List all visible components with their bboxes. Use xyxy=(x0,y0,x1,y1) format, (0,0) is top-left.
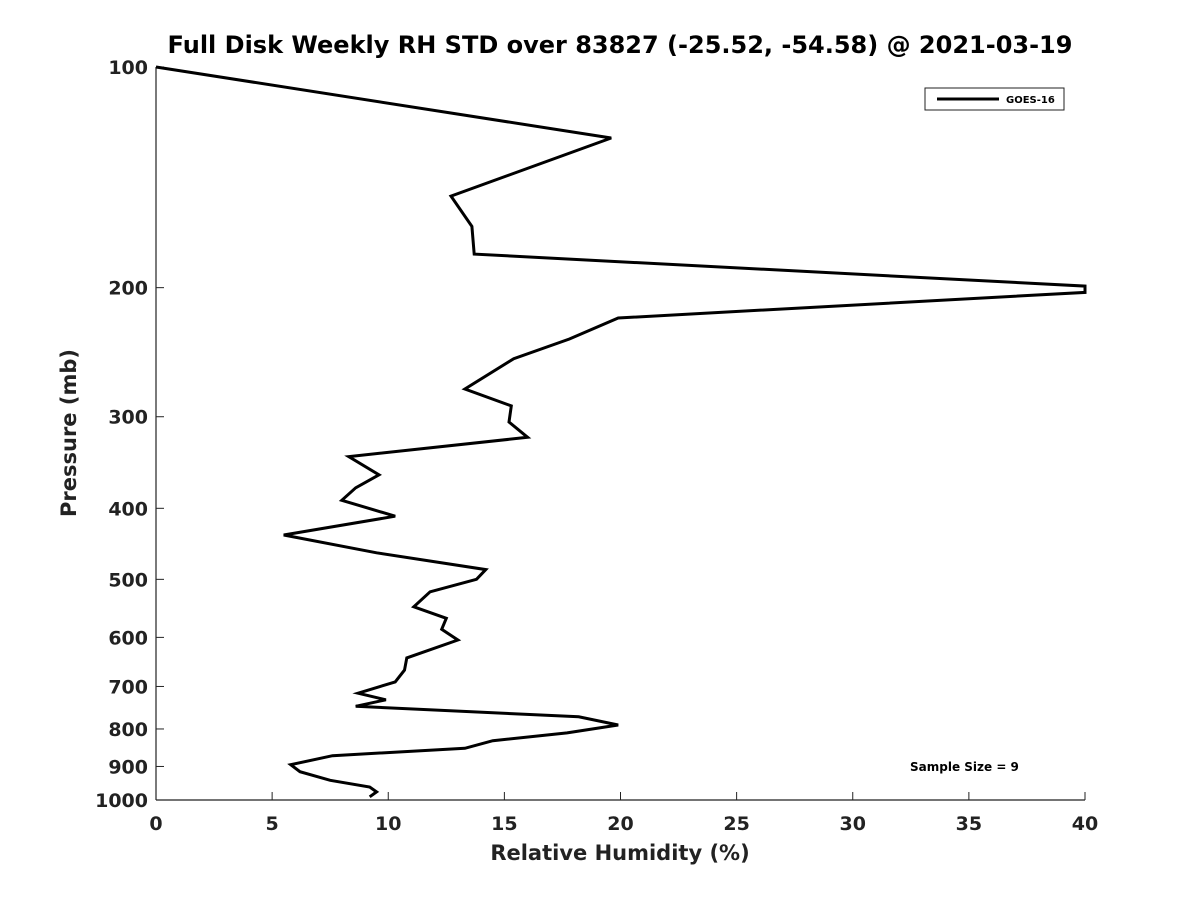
x-tick-label: 15 xyxy=(491,813,517,835)
y-tick-label: 100 xyxy=(108,57,148,79)
x-axis-label: Relative Humidity (%) xyxy=(490,841,749,865)
x-tick-label: 5 xyxy=(266,813,279,835)
y-tick-label: 800 xyxy=(108,719,148,741)
x-tick-label: 30 xyxy=(840,813,866,835)
x-tick-label: 40 xyxy=(1072,813,1098,835)
x-tick-label: 25 xyxy=(723,813,749,835)
sample-size-annotation: Sample Size = 9 xyxy=(910,760,1019,774)
y-tick-label: 200 xyxy=(108,278,148,300)
x-tick-label: 35 xyxy=(956,813,982,835)
y-tick-label: 600 xyxy=(108,627,148,649)
y-tick-label: 1000 xyxy=(95,790,148,812)
x-tick-label: 0 xyxy=(149,813,162,835)
x-ticks: 0 5 10 15 20 25 30 35 40 xyxy=(149,792,1098,835)
legend-label-goes-16: GOES-16 xyxy=(1006,95,1055,106)
legend: GOES-16 xyxy=(924,87,1065,111)
y-tick-label: 400 xyxy=(108,498,148,520)
y-ticks: 100 200 300 400 500 600 700 800 900 1000 xyxy=(95,57,164,812)
x-tick-label: 10 xyxy=(375,813,401,835)
y-tick-label: 900 xyxy=(108,756,148,778)
y-axis-label: Pressure (mb) xyxy=(57,349,81,517)
y-tick-label: 300 xyxy=(108,407,148,429)
x-tick-label: 20 xyxy=(607,813,633,835)
chart-title: Full Disk Weekly RH STD over 83827 (-25.… xyxy=(168,31,1073,59)
series-layer xyxy=(155,65,1087,799)
series-line-goes-16 xyxy=(155,65,1087,799)
y-tick-label: 500 xyxy=(108,569,148,591)
y-tick-label: 700 xyxy=(108,676,148,698)
